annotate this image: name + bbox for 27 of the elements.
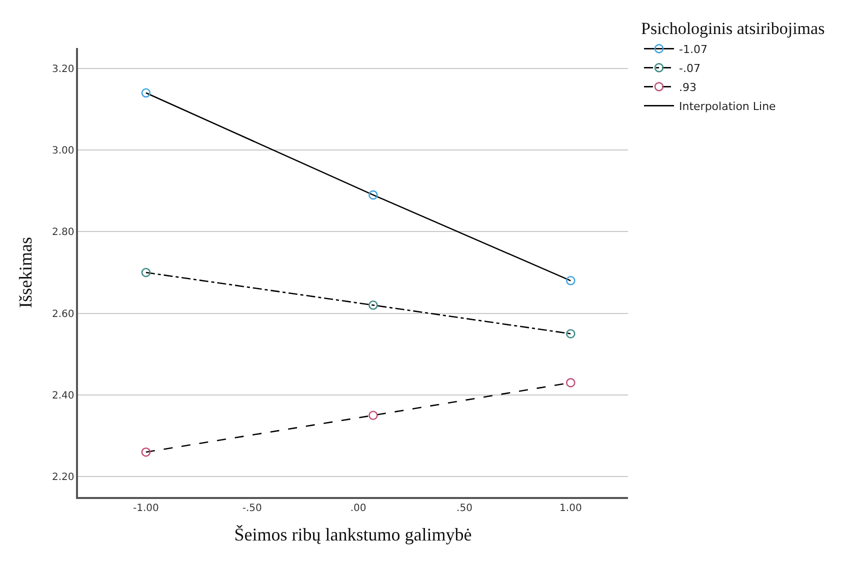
legend-label: -1.07 [679, 42, 708, 56]
point [368, 300, 378, 310]
point [566, 276, 576, 286]
x-tick-label: .00 [350, 502, 366, 514]
x-axis-title: Šeimos ribų lankstumo galimybė [234, 524, 472, 544]
y-tick-label: 2.40 [52, 390, 74, 402]
point [566, 378, 576, 388]
x-tick-label: -1.00 [133, 502, 159, 514]
y-axis-title: Išsekimas [16, 237, 36, 308]
legend-label: .93 [679, 80, 696, 94]
point [141, 268, 151, 278]
y-tick-label: 2.80 [52, 227, 74, 238]
x-tick-label: 1.00 [560, 502, 582, 514]
point [141, 447, 151, 457]
point [566, 329, 576, 338]
point [368, 410, 378, 420]
legend-title: Psichologinis atsiribojimas [641, 19, 825, 38]
legend-label: -.07 [679, 62, 700, 75]
legend-label: Interpolation Line [679, 100, 776, 113]
point [368, 190, 378, 200]
y-tick-label: 3.20 [52, 64, 74, 75]
y-tick-label: 2.20 [52, 472, 74, 484]
x-tick-label: .50 [456, 502, 472, 514]
point [141, 88, 151, 98]
y-tick-label: 2.60 [52, 308, 74, 320]
x-tick-label: -.50 [242, 502, 262, 514]
y-tick-label: 3.00 [52, 146, 74, 157]
